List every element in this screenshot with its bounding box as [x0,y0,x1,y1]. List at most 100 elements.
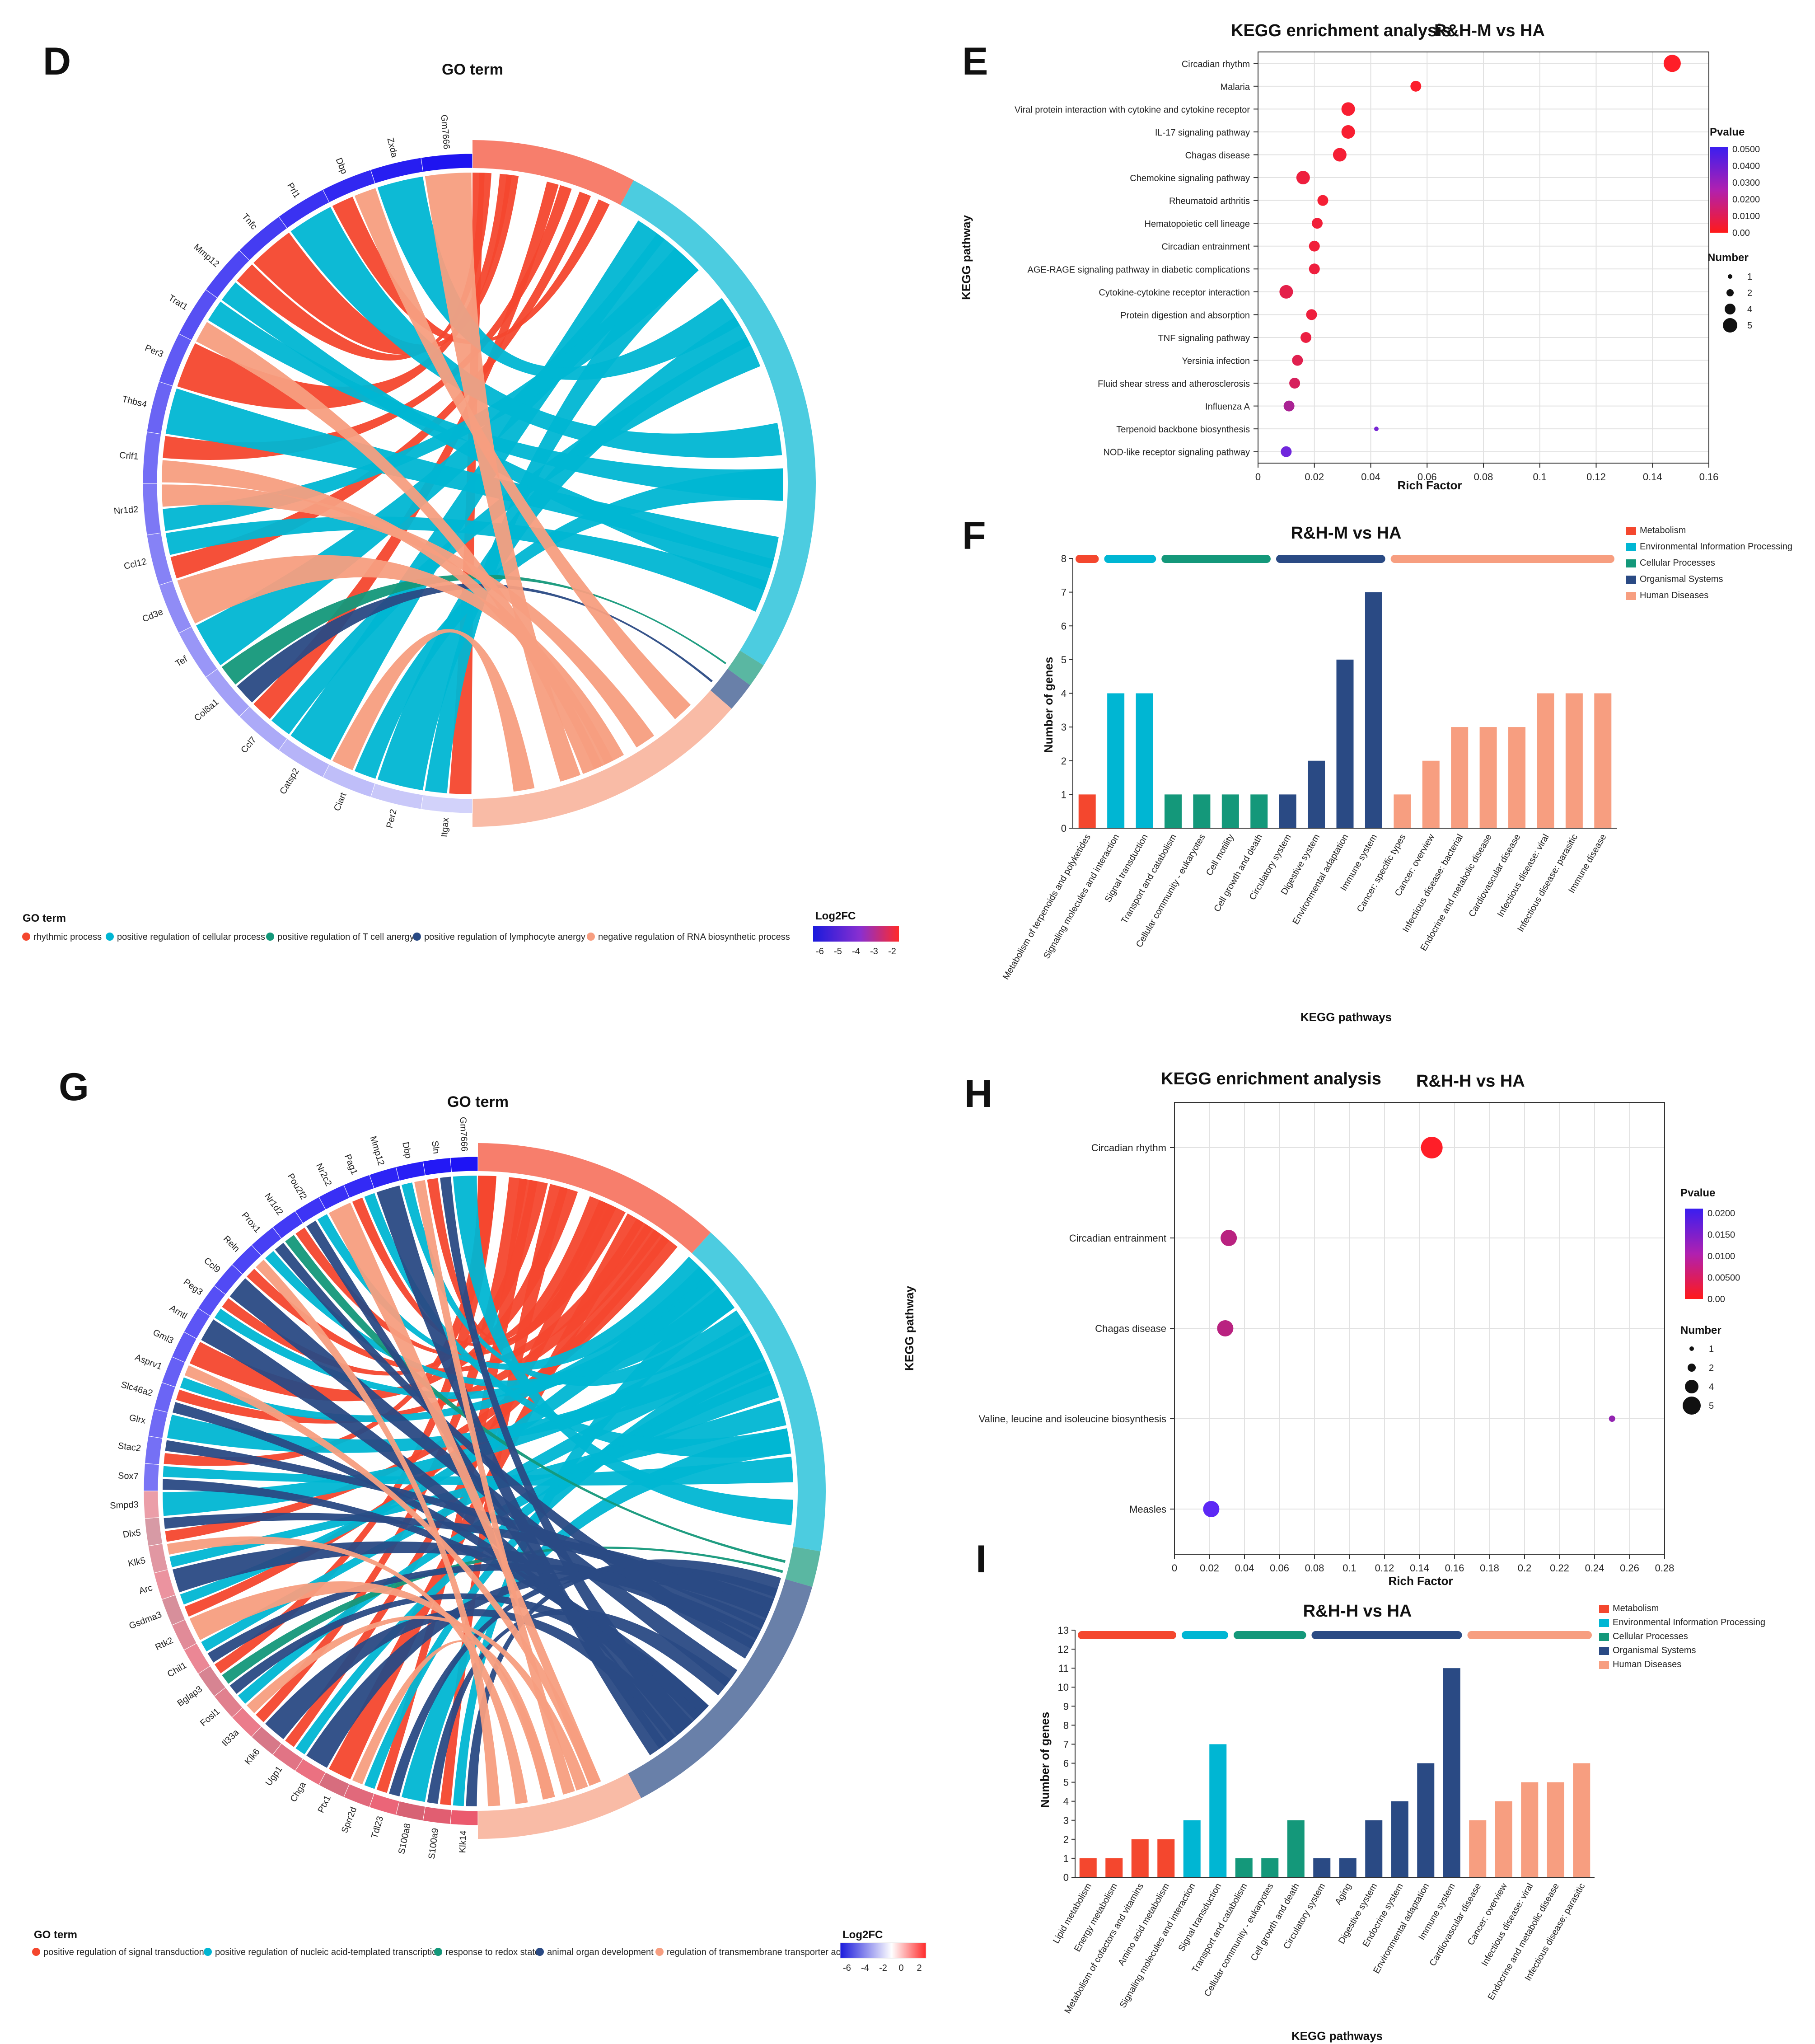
x-tick-label: Cancer: specific types [1355,833,1408,914]
gene-label: Peg3 [182,1277,205,1297]
legend-label: Environmental Information Processing [1613,1617,1765,1627]
bar [1451,727,1469,828]
gene-label: Prl1 [285,181,302,200]
panel-letter-h: H [964,1072,992,1116]
y-tick-label: 7 [1061,587,1067,598]
gene-label: Smpd3 [110,1500,139,1511]
gene-label: Mmp12 [368,1135,386,1167]
bar [1157,1839,1175,1877]
x-tick-label: Amino acid metabolism [1116,1882,1171,1968]
chord-ribbon [168,1400,787,1568]
y-tick-label: 2 [1061,755,1067,767]
colorbar-title: Log2FC [842,1929,883,1941]
bar [1365,1820,1383,1877]
scatter-h-ylabel: KEGG pathway [903,1286,916,1371]
bar [1443,1668,1460,1877]
legend-label: Cellular Processes [1640,558,1715,568]
scatter-h-subtitle: R&H-H vs HA [1416,1072,1525,1091]
group-bar [1390,555,1614,563]
group-bar [1104,555,1156,563]
chord-ribbon [253,173,519,355]
x-tick-label: 0.14 [1410,1562,1429,1574]
x-tick-label: 0.08 [1474,471,1493,483]
number-swatch [1685,1380,1698,1393]
y-tick-label: Chemokine signaling pathway [1130,173,1250,183]
gene-label: Klk6 [243,1747,262,1767]
y-tick-label: Terpenoid backbone biosynthesis [1116,425,1250,435]
bar [1313,1858,1331,1877]
bar [1508,727,1526,828]
x-tick-label: 0.1 [1533,471,1547,483]
y-tick-label: 4 [1063,1796,1069,1807]
bar [1495,1801,1512,1877]
number-swatch [1683,1397,1701,1415]
data-point [1306,309,1317,320]
bar [1422,760,1440,828]
gene-arc [422,1157,452,1176]
legend-label: rhythmic process [33,932,102,942]
data-point [1663,55,1681,72]
group-bar [1161,555,1271,563]
chord-ribbon [354,468,785,780]
bar-f-title: R&H-M vs HA [1291,524,1402,543]
y-tick-label: Influenza A [1205,402,1250,412]
gene-label: Catsp2 [278,767,301,797]
scatter-e-number-legend: Number 1 2 4 5 [1707,252,1752,333]
legend-label: negative regulation of RNA biosynthetic … [598,932,790,942]
bar [1183,1820,1201,1877]
gene-arc [142,483,162,535]
gene-label: Per2 [385,808,399,829]
bar [1391,1801,1408,1877]
data-point [1283,400,1295,412]
number-legend-items: 1 2 4 5 [1723,272,1752,333]
bar [1365,592,1382,828]
x-tick-label: 0.16 [1445,1562,1464,1574]
y-tick-label: 10 [1058,1682,1069,1693]
data-point [1609,1416,1615,1422]
x-tick-label: 0.04 [1235,1562,1254,1574]
data-point [1311,218,1323,229]
y-tick-label: Circadian entrainment [1161,242,1250,252]
x-tick-label: Transport and catabolism [1119,833,1179,926]
chord-ribbon [376,1185,667,1756]
x-tick-label: 0.02 [1200,1562,1219,1574]
term-outer-arc [620,180,816,666]
scatter-e-title: KEGG enrichment analysis [1231,21,1451,40]
x-tick-label: 0 [1255,471,1261,483]
panel-e: E KEGG enrichment analysis R&H-M vs HA 0… [959,21,1760,492]
y-tick-label: Yersinia infection [1182,356,1250,366]
chord-ribbon [221,1547,784,1685]
bar [1565,693,1583,828]
x-tick-label: 0.1 [1343,1562,1357,1574]
y-tick-label: 0 [1061,823,1067,834]
x-tick-label: 0.12 [1375,1562,1394,1574]
gene-arc [148,1408,168,1439]
pvalue-ticks: 0.0500 0.0400 0.0300 0.0200 0.0100 0.00 [1732,145,1760,238]
y-tick-label: 7 [1063,1739,1069,1750]
legend-swatch [434,1948,442,1956]
legend-swatch [204,1948,212,1956]
chord-d-colorbar: Log2FC -6 -5 -4 -3 -2 [813,910,899,956]
data-point [1221,1230,1237,1246]
chord-diagram-g: Klk14 S100a9 S100a8 Tdl23 Sprr2d Ptx1 ChgaUgp1… [110,1117,826,1860]
number-label: 5 [1747,321,1752,331]
x-tick-label: 0.18 [1480,1562,1499,1574]
panel-h: H KEGG enrichment analysis R&H-H vs HA 0… [903,1069,1740,1588]
pvalue-gradient [1710,147,1728,233]
x-tick-label: 0.22 [1550,1562,1569,1574]
colorbar-tick: -2 [879,1963,887,1973]
x-tick-label: 0.08 [1305,1562,1324,1574]
gene-label: Mmp12 [192,242,221,269]
chord-g-legend: GO term positive regulation of signal tr… [32,1929,859,1957]
y-tick-label: 0 [1063,1872,1069,1883]
legend-label: positive regulation of signal transducti… [43,1947,204,1957]
data-point [1296,171,1310,185]
legend-label: Environmental Information Processing [1640,542,1792,552]
scatter-h-plot: 0 0.02 0.04 0.06 0.08 0.1 0.12 0.14 0.16 0.18 0.2 0… [979,1102,1674,1574]
y-tick-label: 1 [1063,1853,1069,1864]
legend-label: positive regulation of lymphocyte anergy [424,932,585,942]
number-swatch [1689,1346,1694,1351]
x-tick-label: 0.02 [1305,471,1324,483]
gene-label: Trat1 [167,293,190,312]
